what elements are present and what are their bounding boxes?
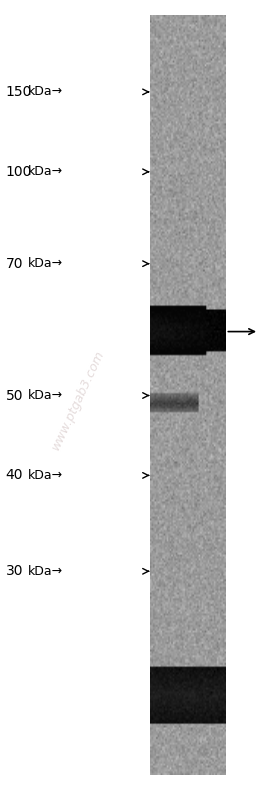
Text: 150: 150 [6,85,32,99]
Text: kDa→: kDa→ [28,389,63,402]
Text: 40: 40 [6,468,23,483]
Text: 30: 30 [6,564,23,578]
Text: kDa→: kDa→ [28,165,63,178]
Text: 100: 100 [6,165,32,179]
Bar [150,16,225,775]
Text: www.ptgab3.com: www.ptgab3.com [50,348,107,451]
Text: 70: 70 [6,256,23,271]
Text: 50: 50 [6,388,23,403]
Text: kDa→: kDa→ [28,257,63,270]
Text: kDa→: kDa→ [28,565,63,578]
Text: kDa→: kDa→ [28,469,63,482]
Text: kDa→: kDa→ [28,85,63,98]
